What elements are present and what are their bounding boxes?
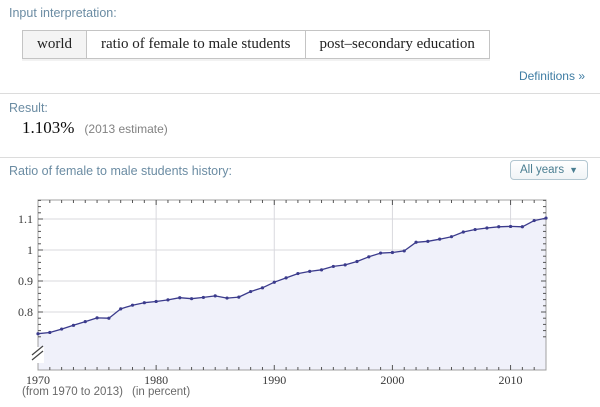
- svg-text:2000: 2000: [380, 373, 404, 387]
- svg-text:1.1: 1.1: [18, 212, 33, 226]
- svg-text:1990: 1990: [262, 373, 286, 387]
- chevron-down-icon: ▼: [569, 164, 578, 175]
- svg-text:0.9: 0.9: [18, 274, 33, 288]
- chart-caption-range: (from 1970 to 2013): [22, 386, 124, 398]
- input-cell-topic: ratio of female to male students: [86, 30, 306, 59]
- history-heading: Ratio of female to male students history…: [9, 164, 233, 178]
- svg-text:1980: 1980: [144, 373, 168, 387]
- svg-text:1970: 1970: [26, 373, 50, 387]
- separator: [0, 93, 600, 94]
- separator: [0, 157, 600, 158]
- svg-text:0.8: 0.8: [18, 305, 33, 319]
- input-cell-world: world: [22, 30, 87, 59]
- result-note: (2013 estimate): [84, 122, 168, 136]
- input-interpretation-heading: Input interpretation:: [9, 6, 117, 20]
- result-value: 1.103%: [22, 118, 75, 137]
- input-cell-scope: post–secondary education: [304, 30, 490, 59]
- all-years-dropdown[interactable]: All years ▼: [509, 160, 588, 180]
- chart-caption-unit: (in percent): [132, 386, 191, 398]
- definitions-link[interactable]: Definitions »: [518, 69, 585, 83]
- svg-text:2010: 2010: [499, 373, 523, 387]
- result-line: 1.103% (2013 estimate): [22, 118, 168, 138]
- history-chart: 1970 1980 1990 2000 2010 0.8 0.9 1 1.1: [18, 199, 548, 387]
- chart-caption: (from 1970 to 2013) (in percent): [22, 386, 190, 398]
- all-years-label: All years: [519, 164, 565, 176]
- result-heading: Result:: [9, 101, 48, 115]
- input-interpretation-table: world ratio of female to male students p…: [22, 30, 490, 59]
- svg-text:1: 1: [27, 243, 33, 257]
